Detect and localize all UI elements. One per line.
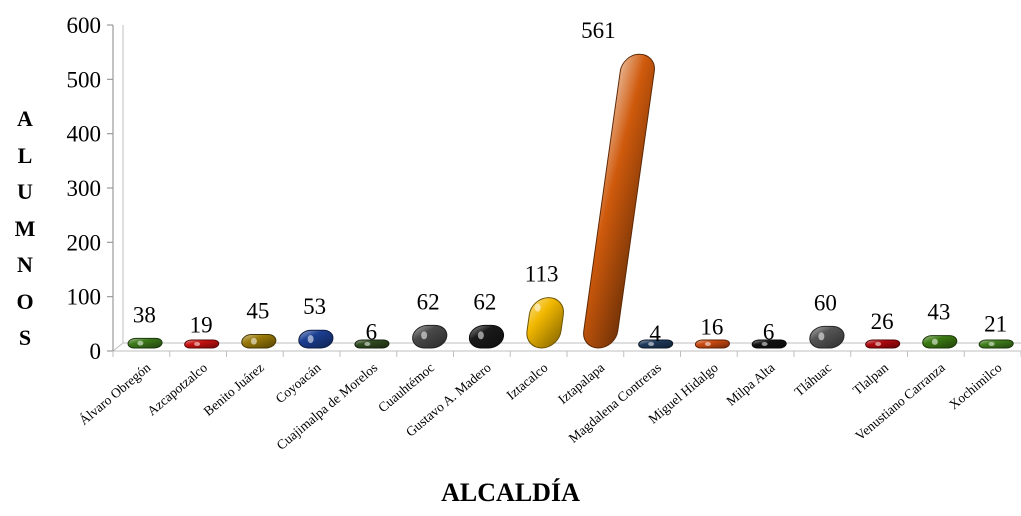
x-tick-label: Milpa Alta: [723, 360, 777, 409]
bar-highlight: [818, 332, 825, 341]
y-axis-label-letter: L: [17, 142, 33, 168]
bar-9: [638, 339, 674, 349]
y-axis-label-letter: A: [17, 106, 33, 131]
data-label: 6: [366, 320, 378, 345]
x-tick-label: Iztacalco: [504, 360, 551, 403]
bar-2: [241, 334, 277, 349]
bar-3: [298, 329, 334, 349]
data-label: 60: [814, 290, 837, 315]
x-tick-label: Cuajimalpa de Morelos: [274, 360, 381, 453]
bar-5: [412, 324, 448, 349]
y-tick-label: 200: [67, 230, 102, 255]
data-label: 6: [763, 320, 775, 345]
x-tick-label: Magdalena Contreras: [566, 360, 664, 446]
bar-highlight: [988, 342, 995, 346]
bar-10: [694, 339, 730, 349]
y-axis-label-letter: N: [17, 252, 33, 277]
data-label: 21: [984, 312, 1007, 337]
x-tick-label: Benito Juárez: [201, 360, 267, 419]
data-label: 561: [581, 18, 616, 43]
bar-highlight: [421, 331, 428, 340]
x-tick-label: Tlalpan: [850, 360, 891, 398]
bar-highlight: [534, 303, 541, 312]
y-axis-label-letter: S: [18, 325, 32, 350]
data-label: 62: [417, 289, 440, 314]
data-label: 43: [927, 300, 950, 325]
data-label: 38: [133, 302, 156, 327]
bar-6: [468, 324, 505, 349]
bar-highlight: [364, 342, 371, 346]
bar-highlight: [875, 342, 882, 346]
bar-highlight: [931, 338, 938, 345]
x-tick-label: Tláhuac: [791, 360, 834, 399]
y-tick-label: 300: [67, 176, 102, 201]
x-tick-label: Azcapotzalco: [144, 360, 210, 419]
y-tick-label: 500: [67, 67, 102, 92]
data-label: 26: [871, 309, 894, 334]
data-label: 19: [190, 313, 213, 338]
y-tick-label: 0: [90, 339, 102, 364]
bar-highlight: [137, 340, 144, 346]
floor-edge: [112, 342, 124, 352]
y-axis-label-letter: O: [16, 288, 34, 314]
data-label: 45: [246, 299, 269, 324]
bar-1: [184, 339, 220, 349]
bar-highlight: [648, 342, 655, 346]
data-label: 113: [525, 262, 559, 287]
bar-highlight: [194, 342, 201, 346]
x-axis-label: ALCALDÍA: [441, 478, 580, 507]
y-tick-label: 400: [67, 122, 102, 147]
x-tick-label: Coyoacán: [273, 360, 324, 406]
bar-14: [922, 335, 958, 349]
y-tick-label: 100: [67, 285, 102, 310]
data-label: 4: [649, 321, 661, 346]
bar-7: [526, 297, 564, 349]
bar-highlight: [591, 60, 598, 69]
y-axis-label-letter: M: [14, 215, 36, 241]
bar-12: [809, 325, 845, 349]
y-axis-label-letter: U: [17, 179, 33, 204]
bar-11: [751, 339, 787, 349]
bar-4: [354, 339, 390, 349]
bar-highlight: [477, 331, 484, 340]
data-label: 53: [303, 294, 326, 319]
x-tick-label: Álvaro Obregón: [76, 360, 153, 428]
x-tick-label: Xochimilco: [946, 360, 1005, 413]
bar-0: [127, 337, 163, 349]
bars: [127, 53, 1014, 349]
bar-13: [865, 339, 901, 349]
x-tick-label: Iztapalapa: [555, 360, 607, 407]
bar-highlight: [250, 337, 257, 345]
data-label: 16: [700, 314, 723, 339]
data-label: 62: [473, 289, 496, 314]
y-tick-label: 600: [67, 13, 102, 38]
data-labels: 38 19 45 53 6 62 62 113 561 4 16 6 60 26 43 21: [133, 18, 1007, 346]
bar-15: [978, 339, 1014, 349]
bar-highlight: [704, 342, 711, 346]
bar-8: [583, 53, 655, 349]
axes: 0 100 200 300 400 500 600: [67, 13, 1021, 364]
bar-highlight: [307, 335, 314, 344]
bar-highlight: [761, 342, 768, 346]
